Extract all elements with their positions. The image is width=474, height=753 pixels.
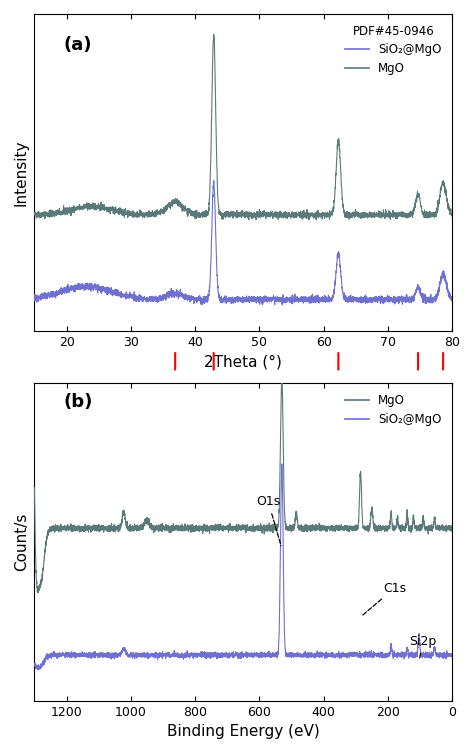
Text: Si2p: Si2p: [409, 635, 436, 660]
Y-axis label: Count/s: Count/s: [14, 513, 29, 572]
X-axis label: Binding Energy (eV): Binding Energy (eV): [167, 724, 319, 739]
Legend: SiO₂@MgO, MgO: SiO₂@MgO, MgO: [340, 20, 446, 80]
Text: Mg1s: Mg1s: [0, 752, 1, 753]
Legend: MgO, SiO₂@MgO: MgO, SiO₂@MgO: [340, 389, 446, 431]
Text: (b): (b): [64, 393, 93, 411]
Text: C1s: C1s: [363, 581, 406, 615]
X-axis label: 2Theta (°): 2Theta (°): [204, 355, 282, 370]
Text: O1s: O1s: [256, 495, 281, 546]
Text: (a): (a): [64, 36, 92, 54]
Y-axis label: Intensity: Intensity: [14, 139, 29, 206]
